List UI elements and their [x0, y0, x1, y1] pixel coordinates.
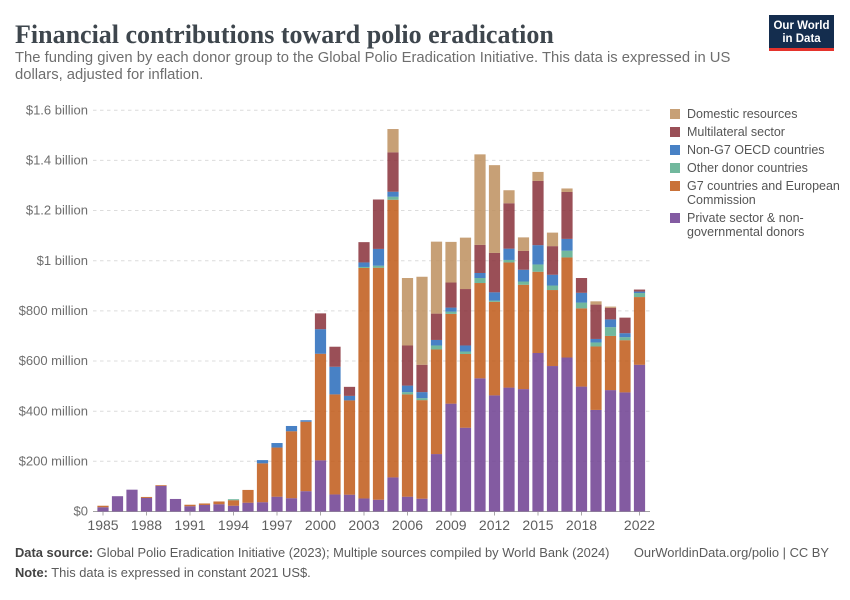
svg-text:2006: 2006 [392, 517, 423, 533]
svg-text:1991: 1991 [174, 517, 205, 533]
svg-text:$1.6 billion: $1.6 billion [26, 102, 88, 117]
svg-text:1988: 1988 [131, 517, 162, 533]
svg-text:2009: 2009 [435, 517, 466, 533]
svg-text:1994: 1994 [218, 517, 249, 533]
svg-text:2022: 2022 [624, 517, 655, 533]
svg-text:2018: 2018 [566, 517, 597, 533]
svg-text:$400 million: $400 million [19, 403, 88, 418]
svg-text:$1.2 billion: $1.2 billion [26, 203, 88, 218]
svg-text:$600 million: $600 million [19, 353, 88, 368]
svg-text:2000: 2000 [305, 517, 336, 533]
svg-text:$0: $0 [74, 504, 88, 519]
svg-text:$200 million: $200 million [19, 454, 88, 469]
svg-text:$800 million: $800 million [19, 303, 88, 318]
svg-text:2012: 2012 [479, 517, 510, 533]
svg-text:1997: 1997 [261, 517, 292, 533]
svg-text:2003: 2003 [348, 517, 379, 533]
svg-text:1985: 1985 [87, 517, 118, 533]
svg-text:2015: 2015 [522, 517, 553, 533]
svg-text:$1.4 billion: $1.4 billion [26, 153, 88, 168]
svg-text:$1 billion: $1 billion [37, 253, 88, 268]
